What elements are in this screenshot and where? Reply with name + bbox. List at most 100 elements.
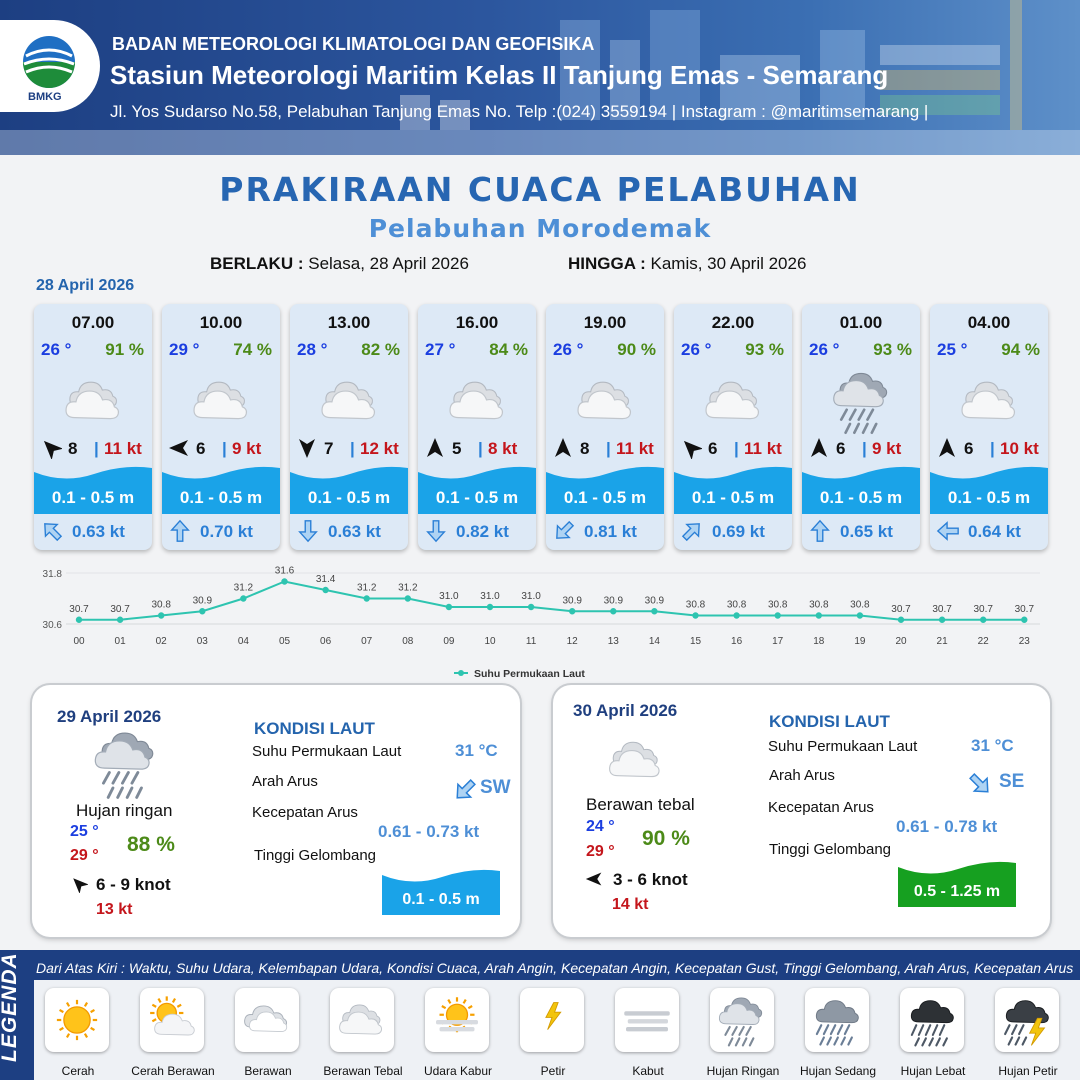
legend-icon-box [615,988,679,1052]
day1-date: 28 April 2026 [36,277,135,294]
hour-card: 19.00 26 ° 90 % 8 | 11 kt 0.1 - 0.5 m 0.… [546,304,664,550]
legend-icon-box [900,988,964,1052]
day3-wave-label: Tinggi Gelombang [769,841,892,858]
berawan-tebal-icon [449,381,504,420]
legend-side-title: LEGENDA [0,952,21,1062]
day2-humidity: 88 % [127,833,175,856]
legend-item: Berawan [230,988,316,1080]
hour-wind-speed: 6 [964,439,974,458]
berawan-tebal-icon [65,381,120,420]
hour-current-speed: 0.70 kt [200,522,253,541]
sst-data-point [651,608,658,615]
current-direction-arrow-icon [170,519,190,542]
sst-data-label: 31.0 [439,591,459,602]
hour-humidity: 74 % [233,340,272,359]
hour-separator: | [606,439,611,458]
hour-wave-height: 0.1 - 0.5 m [435,488,519,507]
berawan-icon [244,1005,288,1032]
day2-wave-graphic [382,869,500,915]
hour-wave-graphic [546,466,664,514]
valid-from-label: BERLAKU : [210,254,304,273]
x-tick-label: 22 [978,636,990,647]
sst-data-point [116,616,124,623]
day3-date: 30 April 2026 [573,701,678,720]
hour-temperature: 26 ° [553,340,584,359]
berawan-tebal-icon [339,1004,383,1035]
hour-card: 01.00 26 ° 93 % 6 | 9 kt 0.1 - 0.5 m 0.6… [802,304,920,550]
berawan-tebal-icon [705,381,760,420]
hour-card: 10.00 29 ° 74 % 6 | 9 kt 0.1 - 0.5 m 0.7… [162,304,280,550]
x-tick-label: 01 [115,636,127,647]
station-name: Stasiun Meteorologi Maritim Kelas II Tan… [110,60,889,90]
valid-to: HINGGA : Kamis, 30 April 2026 [568,254,806,274]
legend-label: Berawan [244,1064,292,1078]
sst-data-label: 30.7 [69,604,89,615]
hour-wind-speed: 7 [324,439,334,458]
wind-direction-arrow-icon [555,438,571,457]
sst-data-label: 30.7 [891,604,911,615]
sst-data-label: 30.7 [932,604,952,615]
hujan-lebat-icon [910,1000,954,1047]
hour-weather-icon [827,366,897,436]
x-tick-label: 12 [567,636,579,647]
day2-wave-label: Tinggi Gelombang [254,847,377,864]
hour-card: 04.00 25 ° 94 % 6 | 10 kt 0.1 - 0.5 m 0.… [930,304,1048,550]
hour-separator: | [990,439,995,458]
sst-data-label: 30.9 [562,595,582,606]
hujan-ringan-icon [833,372,888,435]
sst-data-label: 31.2 [357,583,377,594]
legend-label: Udara Kabur [423,1064,493,1078]
sst-data-point [75,616,83,623]
current-direction-arrow-icon [810,519,830,542]
legend-icon-box [140,988,204,1052]
legend-icon-box [710,988,774,1052]
hour-current-speed: 0.63 kt [328,522,381,541]
day3-gust: 14 kt [612,896,649,913]
day3-humidity: 90 % [642,827,690,850]
x-tick-label: 03 [197,636,209,647]
hour-current-speed: 0.64 kt [968,522,1021,541]
sst-data-point [610,608,617,615]
hour-wave-graphic [674,466,792,514]
day2-temp-max: 29 ° [70,847,99,864]
day2-gust: 13 kt [96,901,133,918]
legend-icons: Cerah Cerah Berawan Berawan Berawan Teba… [34,980,1080,1080]
legend-label: Berawan Tebal [323,1064,403,1078]
legend-label: Kabut [632,1064,664,1078]
sst-data-point [897,616,905,623]
legend-marker [458,670,464,676]
hour-wave-height: 0.1 - 0.5 m [51,488,135,507]
legend-label: Cerah Berawan [131,1064,215,1078]
hour-time: 13.00 [327,313,371,332]
sst-data-point [486,603,494,611]
legend-item: Hujan Petir [990,988,1076,1080]
sst-data-point [527,603,535,611]
hour-wave-height: 0.1 - 0.5 m [563,488,647,507]
hour-humidity: 94 % [1001,340,1040,359]
day2-current-direction: SW [480,777,511,798]
x-tick-label: 15 [690,636,702,647]
y-tick-label: 31.8 [43,569,63,580]
valid-to-value: Kamis, 30 April 2026 [650,254,807,273]
hour-wind-speed: 5 [452,439,462,458]
sst-data-point [445,603,453,611]
hujan-ringan-icon [718,997,763,1047]
legend-label: Hujan Ringan [706,1064,780,1078]
sst-data-label: 31.2 [398,583,418,594]
hour-gust: 10 kt [1000,439,1039,458]
day3-sst-value: 31 °C [971,736,1014,755]
x-tick-label: 13 [608,636,620,647]
wind-direction-arrow-icon [299,439,315,458]
chart-legend-label: Suhu Permukaan Laut [474,668,585,680]
day3-current-arrow-icon [969,773,989,793]
harbor-illustration [0,0,1080,155]
cerah-icon [56,999,98,1041]
hour-wave-graphic [290,466,408,514]
day2-wind-speed: 6 - 9 knot [96,875,171,894]
legend-item: Hujan Sedang [800,988,886,1080]
day2-sst-value: 31 °C [455,741,498,760]
hour-wind-speed: 8 [68,439,78,458]
day2-current-speed-label: Kecepatan Arus [252,804,358,821]
sst-data-point [980,616,987,623]
hour-separator: | [94,439,99,458]
